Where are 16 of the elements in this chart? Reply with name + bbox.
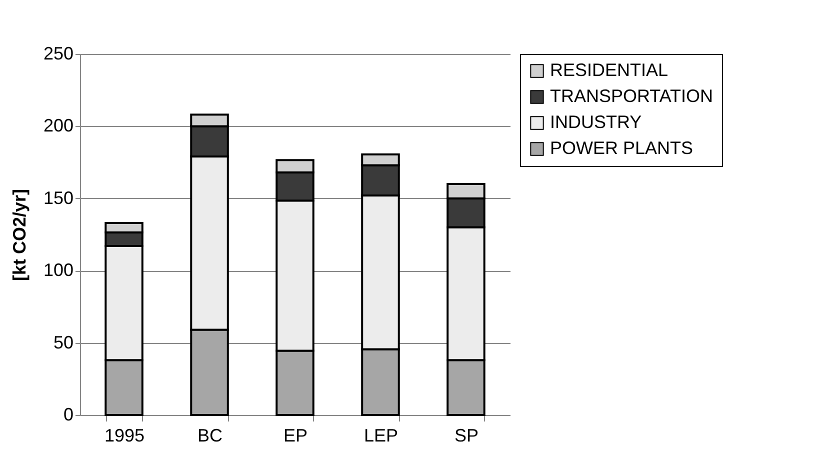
x-tick-label: BC [198, 426, 223, 446]
legend-label: TRANSPORTATION [550, 86, 714, 106]
y-tick-label: 100 [43, 260, 74, 280]
legend-label: INDUSTRY [550, 112, 642, 132]
y-tick-label: 50 [53, 332, 74, 352]
x-tick-label: SP [454, 426, 478, 446]
x-tick-label: EP [283, 426, 308, 446]
y-axis-title: [kt CO2/yr] [9, 188, 30, 282]
y-tick-label: 0 [63, 404, 74, 424]
legend-label: POWER PLANTS [550, 138, 694, 158]
legend-label: RESIDENTIAL [550, 60, 668, 80]
y-tick-label: 250 [43, 44, 74, 64]
y-tick-label: 150 [43, 188, 74, 208]
y-tick-label: 200 [43, 116, 74, 136]
x-tick-label: LEP [364, 426, 398, 446]
x-tick-label: 1995 [104, 426, 145, 446]
